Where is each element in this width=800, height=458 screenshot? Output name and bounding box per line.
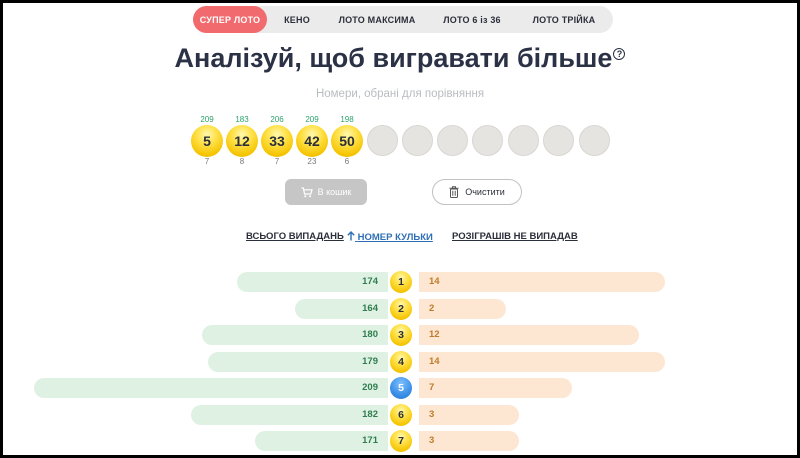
- ball-stat-row: 164 2 2: [3, 297, 797, 320]
- empty-ball-slot[interactable]: [508, 125, 539, 156]
- missed-draws-value: 14: [429, 355, 440, 367]
- ball-number: 12: [226, 125, 258, 157]
- ball-total-count: 183: [235, 115, 249, 124]
- ball-missed-count: 7: [274, 157, 280, 166]
- missed-draws-bar: 12: [419, 325, 639, 345]
- ball-stat-row: 182 6 3: [3, 403, 797, 426]
- empty-ball-slot[interactable]: [367, 125, 398, 156]
- ball-number: 42: [296, 125, 328, 157]
- ball-stat-row: 174 1 14: [3, 271, 797, 293]
- ball-number-badge[interactable]: 1: [390, 271, 412, 293]
- ball-total-count: 209: [200, 115, 214, 124]
- total-draws-bar: 182: [190, 404, 388, 425]
- selected-ball[interactable]: 209 42 23: [295, 115, 329, 167]
- ball-stat-row: 209 5 7: [3, 377, 797, 399]
- missed-draws-bar: 14: [419, 351, 666, 372]
- missed-draws-bar: 3: [419, 404, 519, 425]
- empty-ball-slot[interactable]: [402, 125, 433, 156]
- total-draws-value: 180: [362, 329, 378, 340]
- ball-number-badge[interactable]: 3: [390, 324, 412, 346]
- selected-ball[interactable]: 198 50 6: [330, 115, 364, 167]
- help-icon[interactable]: ?: [613, 48, 626, 60]
- total-draws-bar: 179: [208, 351, 388, 372]
- total-draws-value: 171: [362, 435, 378, 446]
- sort-ball-number[interactable]: НОМЕР КУЛЬКИ: [347, 231, 433, 243]
- ball-number-badge[interactable]: 4: [390, 350, 412, 373]
- tab-loto-6-36[interactable]: ЛОТО 6 із 36: [443, 14, 501, 25]
- missed-draws-value: 12: [429, 329, 440, 340]
- ball-number: 33: [261, 125, 293, 157]
- empty-ball-slot[interactable]: [543, 125, 574, 156]
- ball-total-count: 209: [305, 115, 319, 124]
- ball-total-count: 198: [340, 115, 354, 124]
- empty-ball-slot[interactable]: [579, 125, 610, 156]
- ball-stat-row: 179 4 14: [3, 350, 797, 373]
- ball-number-badge[interactable]: 2: [390, 297, 412, 320]
- total-draws-bar: 174: [237, 272, 388, 292]
- ball-number-badge[interactable]: 7: [390, 430, 412, 452]
- total-draws-bar: 180: [202, 325, 388, 345]
- ball-missed-count: 8: [239, 157, 245, 166]
- compare-subtitle: Номери, обрані для порівняння: [315, 88, 485, 100]
- selected-ball[interactable]: 209 5 7: [190, 115, 224, 167]
- ball-missed-count: 6: [344, 157, 350, 166]
- ball-number-badge[interactable]: 5: [390, 377, 412, 399]
- missed-draws-bar: 14: [419, 272, 666, 292]
- missed-draws-value: 14: [429, 276, 440, 287]
- game-tabs: СУПЕР ЛОТО КЕНО ЛОТО МАКСИМА ЛОТО 6 із 3…: [193, 6, 613, 33]
- missed-draws-value: 3: [429, 435, 435, 446]
- selected-ball[interactable]: 183 12 8: [225, 115, 259, 167]
- total-draws-value: 164: [362, 302, 378, 314]
- page-title-text: Аналізуй, щоб вигравати більше: [174, 43, 613, 73]
- tab-loto-triika[interactable]: ЛОТО ТРІЙКА: [532, 14, 596, 25]
- sort-missed-draws[interactable]: РОЗІГРАШІВ НЕ ВИПАДАВ: [452, 231, 578, 242]
- total-draws-bar: 209: [34, 378, 388, 398]
- sort-total-draws[interactable]: ВСЬОГО ВИПАДАНЬ: [246, 231, 344, 242]
- missed-draws-bar: 3: [419, 431, 519, 451]
- total-draws-value: 174: [362, 276, 378, 287]
- add-to-cart-button[interactable]: В кошик: [285, 179, 367, 205]
- total-draws-bar: 164: [295, 298, 388, 319]
- total-draws-value: 179: [362, 355, 378, 367]
- ball-number: 50: [331, 125, 363, 157]
- page-title: Аналізуй, щоб вигравати більше?: [3, 43, 797, 74]
- total-draws-value: 182: [362, 408, 378, 420]
- ball-stat-row: 171 7 3: [3, 430, 797, 452]
- empty-ball-slot[interactable]: [437, 125, 468, 156]
- cart-icon: [301, 186, 313, 197]
- ball-missed-count: 23: [307, 157, 317, 166]
- tab-loto-maksyma[interactable]: ЛОТО МАКСИМА: [338, 14, 416, 25]
- ball-number-badge[interactable]: 6: [390, 403, 412, 426]
- clear-button[interactable]: Очистити: [432, 179, 522, 205]
- missed-draws-value: 3: [429, 408, 435, 420]
- missed-draws-bar: 2: [419, 298, 506, 319]
- missed-draws-value: 7: [429, 382, 435, 393]
- total-draws-value: 209: [362, 382, 378, 393]
- ball-number: 5: [191, 125, 223, 157]
- total-draws-bar: 171: [254, 431, 388, 451]
- ball-total-count: 206: [270, 115, 284, 124]
- cart-button-label: В кошик: [317, 187, 352, 197]
- sort-ball-number-label: НОМЕР КУЛЬКИ: [357, 232, 433, 243]
- arrow-up-icon: [347, 231, 355, 241]
- ball-stat-row: 180 3 12: [3, 324, 797, 346]
- tab-super-loto[interactable]: СУПЕР ЛОТО: [193, 6, 267, 33]
- app-frame: СУПЕР ЛОТО КЕНО ЛОТО МАКСИМА ЛОТО 6 із 3…: [3, 3, 797, 455]
- missed-draws-bar: 7: [419, 378, 573, 398]
- clear-button-label: Очистити: [465, 187, 505, 197]
- ball-missed-count: 7: [204, 157, 210, 166]
- trash-icon: [449, 186, 459, 198]
- missed-draws-value: 2: [429, 302, 435, 314]
- selected-ball[interactable]: 206 33 7: [260, 115, 294, 167]
- tab-keno[interactable]: КЕНО: [284, 14, 310, 25]
- empty-ball-slot[interactable]: [472, 125, 503, 156]
